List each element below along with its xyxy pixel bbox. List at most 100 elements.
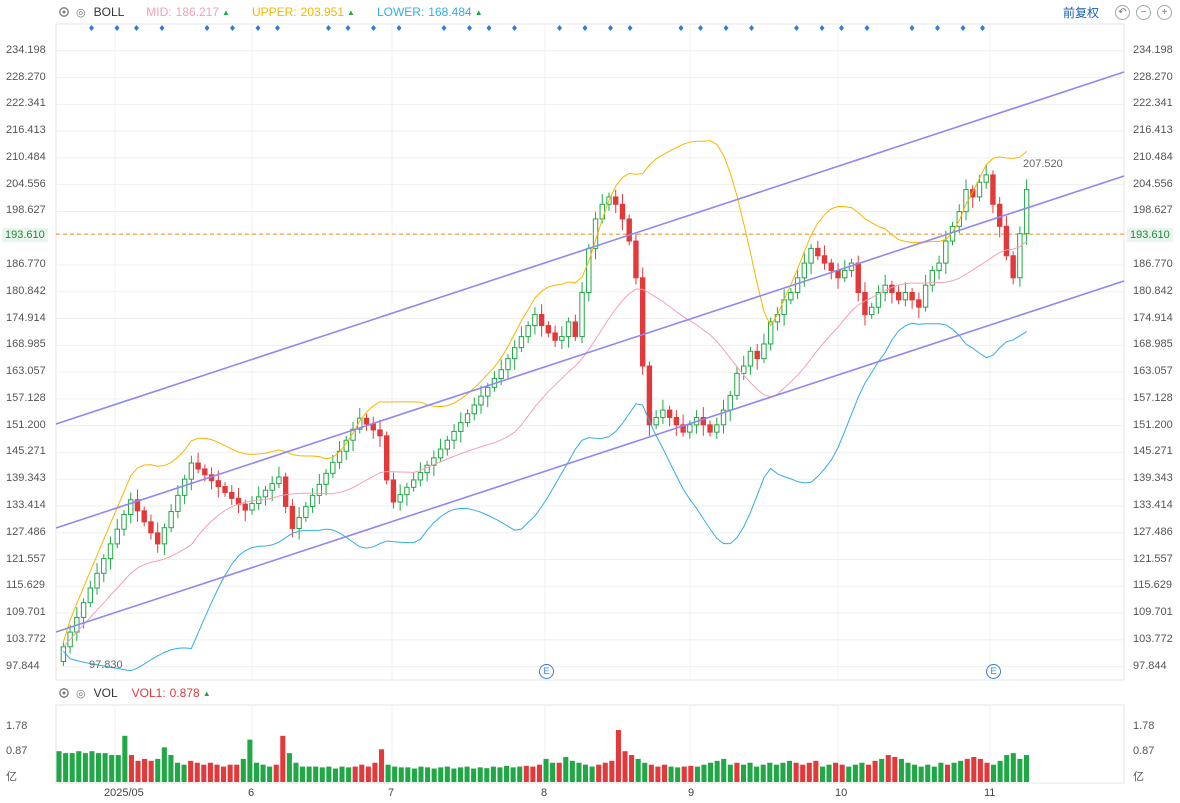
zoom-in-icon[interactable]: + (1157, 5, 1172, 20)
volume-bar (859, 762, 865, 782)
volume-bar (378, 749, 385, 782)
price-tick-left: 145.271 (6, 445, 46, 458)
candle-body (195, 462, 201, 470)
volume-bar (201, 764, 207, 782)
volume-bar (773, 764, 779, 782)
candle-body (60, 646, 67, 662)
volume-bar (188, 760, 194, 782)
volume-bar (833, 762, 839, 782)
volume-bar (760, 764, 766, 782)
event-marker-e-aug[interactable]: E (539, 664, 554, 679)
candle-body (956, 211, 962, 227)
volume-bar (1004, 755, 1010, 782)
adjust-mode-button[interactable]: 前复权 (1062, 6, 1099, 20)
undo-icon[interactable]: ↶ (1115, 5, 1130, 20)
candle-body (323, 472, 329, 485)
volume-bar (504, 765, 510, 782)
volume-bar (819, 766, 825, 782)
signal-dot (678, 25, 684, 31)
volume-bar (234, 764, 240, 782)
candle-body (936, 262, 942, 271)
x-label-aug: 8 (541, 787, 548, 799)
price-tick-right: 115.629 (1133, 579, 1172, 592)
volume-bar (971, 756, 977, 782)
volume-bar (89, 751, 95, 782)
candle-body (646, 365, 653, 426)
volume-bar (622, 751, 628, 782)
volume-bar (655, 766, 661, 782)
candle-body (410, 479, 417, 488)
vol-settings-gear-icon[interactable] (58, 687, 70, 699)
volume-bar (319, 767, 325, 782)
volume-bar (602, 762, 608, 782)
volume-bar (517, 766, 523, 782)
signal-dot (441, 25, 447, 31)
candle-body (619, 203, 626, 220)
volume-bar (609, 760, 615, 782)
price-tick-left: 121.557 (6, 552, 46, 565)
boll-legend: ◎ BOLL MID: 186.217 ▲ UPPER: 203.951 ▲ L… (0, 0, 1180, 24)
vol1-up-arrow-icon: ▲ (202, 688, 211, 698)
volume-bar (286, 753, 292, 782)
candle-body (1010, 255, 1016, 279)
candle-body (943, 240, 949, 264)
volume-bar (425, 767, 431, 782)
volume-bar (648, 764, 654, 782)
candle-body (518, 336, 525, 349)
candle-body (1023, 189, 1030, 235)
volume-bar (635, 758, 641, 782)
volume-bar (727, 764, 733, 782)
candle-body (148, 521, 154, 534)
vol-indicator-name[interactable]: VOL (93, 686, 118, 700)
volume-bar (346, 767, 352, 782)
vol1-label: VOL1: (131, 686, 166, 700)
candle-body (498, 369, 504, 379)
volume-bar (82, 753, 88, 782)
candle-body (970, 189, 976, 198)
event-marker-e-nov[interactable]: E (986, 664, 1001, 679)
candle-body (451, 430, 457, 441)
volume-bar (128, 755, 134, 782)
volume-bar (668, 766, 674, 782)
volume-bar (207, 762, 213, 782)
vol-hide-icon[interactable]: ◎ (76, 687, 86, 700)
candle-body (384, 435, 390, 481)
volume-bar (411, 768, 417, 782)
signal-dot (909, 25, 915, 31)
candle-body (741, 365, 747, 374)
volume-bar (918, 766, 924, 782)
current-price-tag-left: 193.610 (2, 228, 48, 242)
volume-bar (642, 762, 648, 782)
price-tick-right: 210.484 (1133, 150, 1173, 163)
volume-bar (457, 767, 464, 782)
candle-body (444, 439, 451, 450)
volume-bar (352, 766, 358, 782)
volume-bar (102, 753, 108, 782)
indicator-name[interactable]: BOLL (93, 5, 125, 19)
volume-bar (977, 758, 983, 782)
candle-body (599, 203, 605, 220)
volume-bar (872, 760, 878, 782)
vol-unit-right: 亿 (1133, 771, 1144, 783)
hide-indicator-icon[interactable]: ◎ (76, 6, 86, 19)
volume-bar (661, 764, 668, 782)
volume-bar (530, 766, 536, 782)
volume-bar (754, 766, 760, 782)
candle-body (660, 409, 666, 418)
settings-gear-icon[interactable] (58, 6, 70, 18)
volume-bar (767, 762, 773, 782)
candle-body (262, 489, 269, 498)
candle-body (303, 505, 309, 518)
candle-body (417, 472, 424, 481)
price-tick-left: 157.128 (6, 391, 46, 404)
price-tick-right: 180.842 (1133, 284, 1173, 297)
candle-body (80, 602, 87, 618)
zoom-out-icon[interactable]: − (1136, 5, 1151, 20)
mid-label: MID: (146, 5, 172, 19)
signal-dot (627, 25, 633, 31)
candle-body (437, 448, 444, 459)
candle-body (229, 491, 235, 499)
candle-body (94, 572, 100, 589)
volume-bar (359, 764, 365, 782)
